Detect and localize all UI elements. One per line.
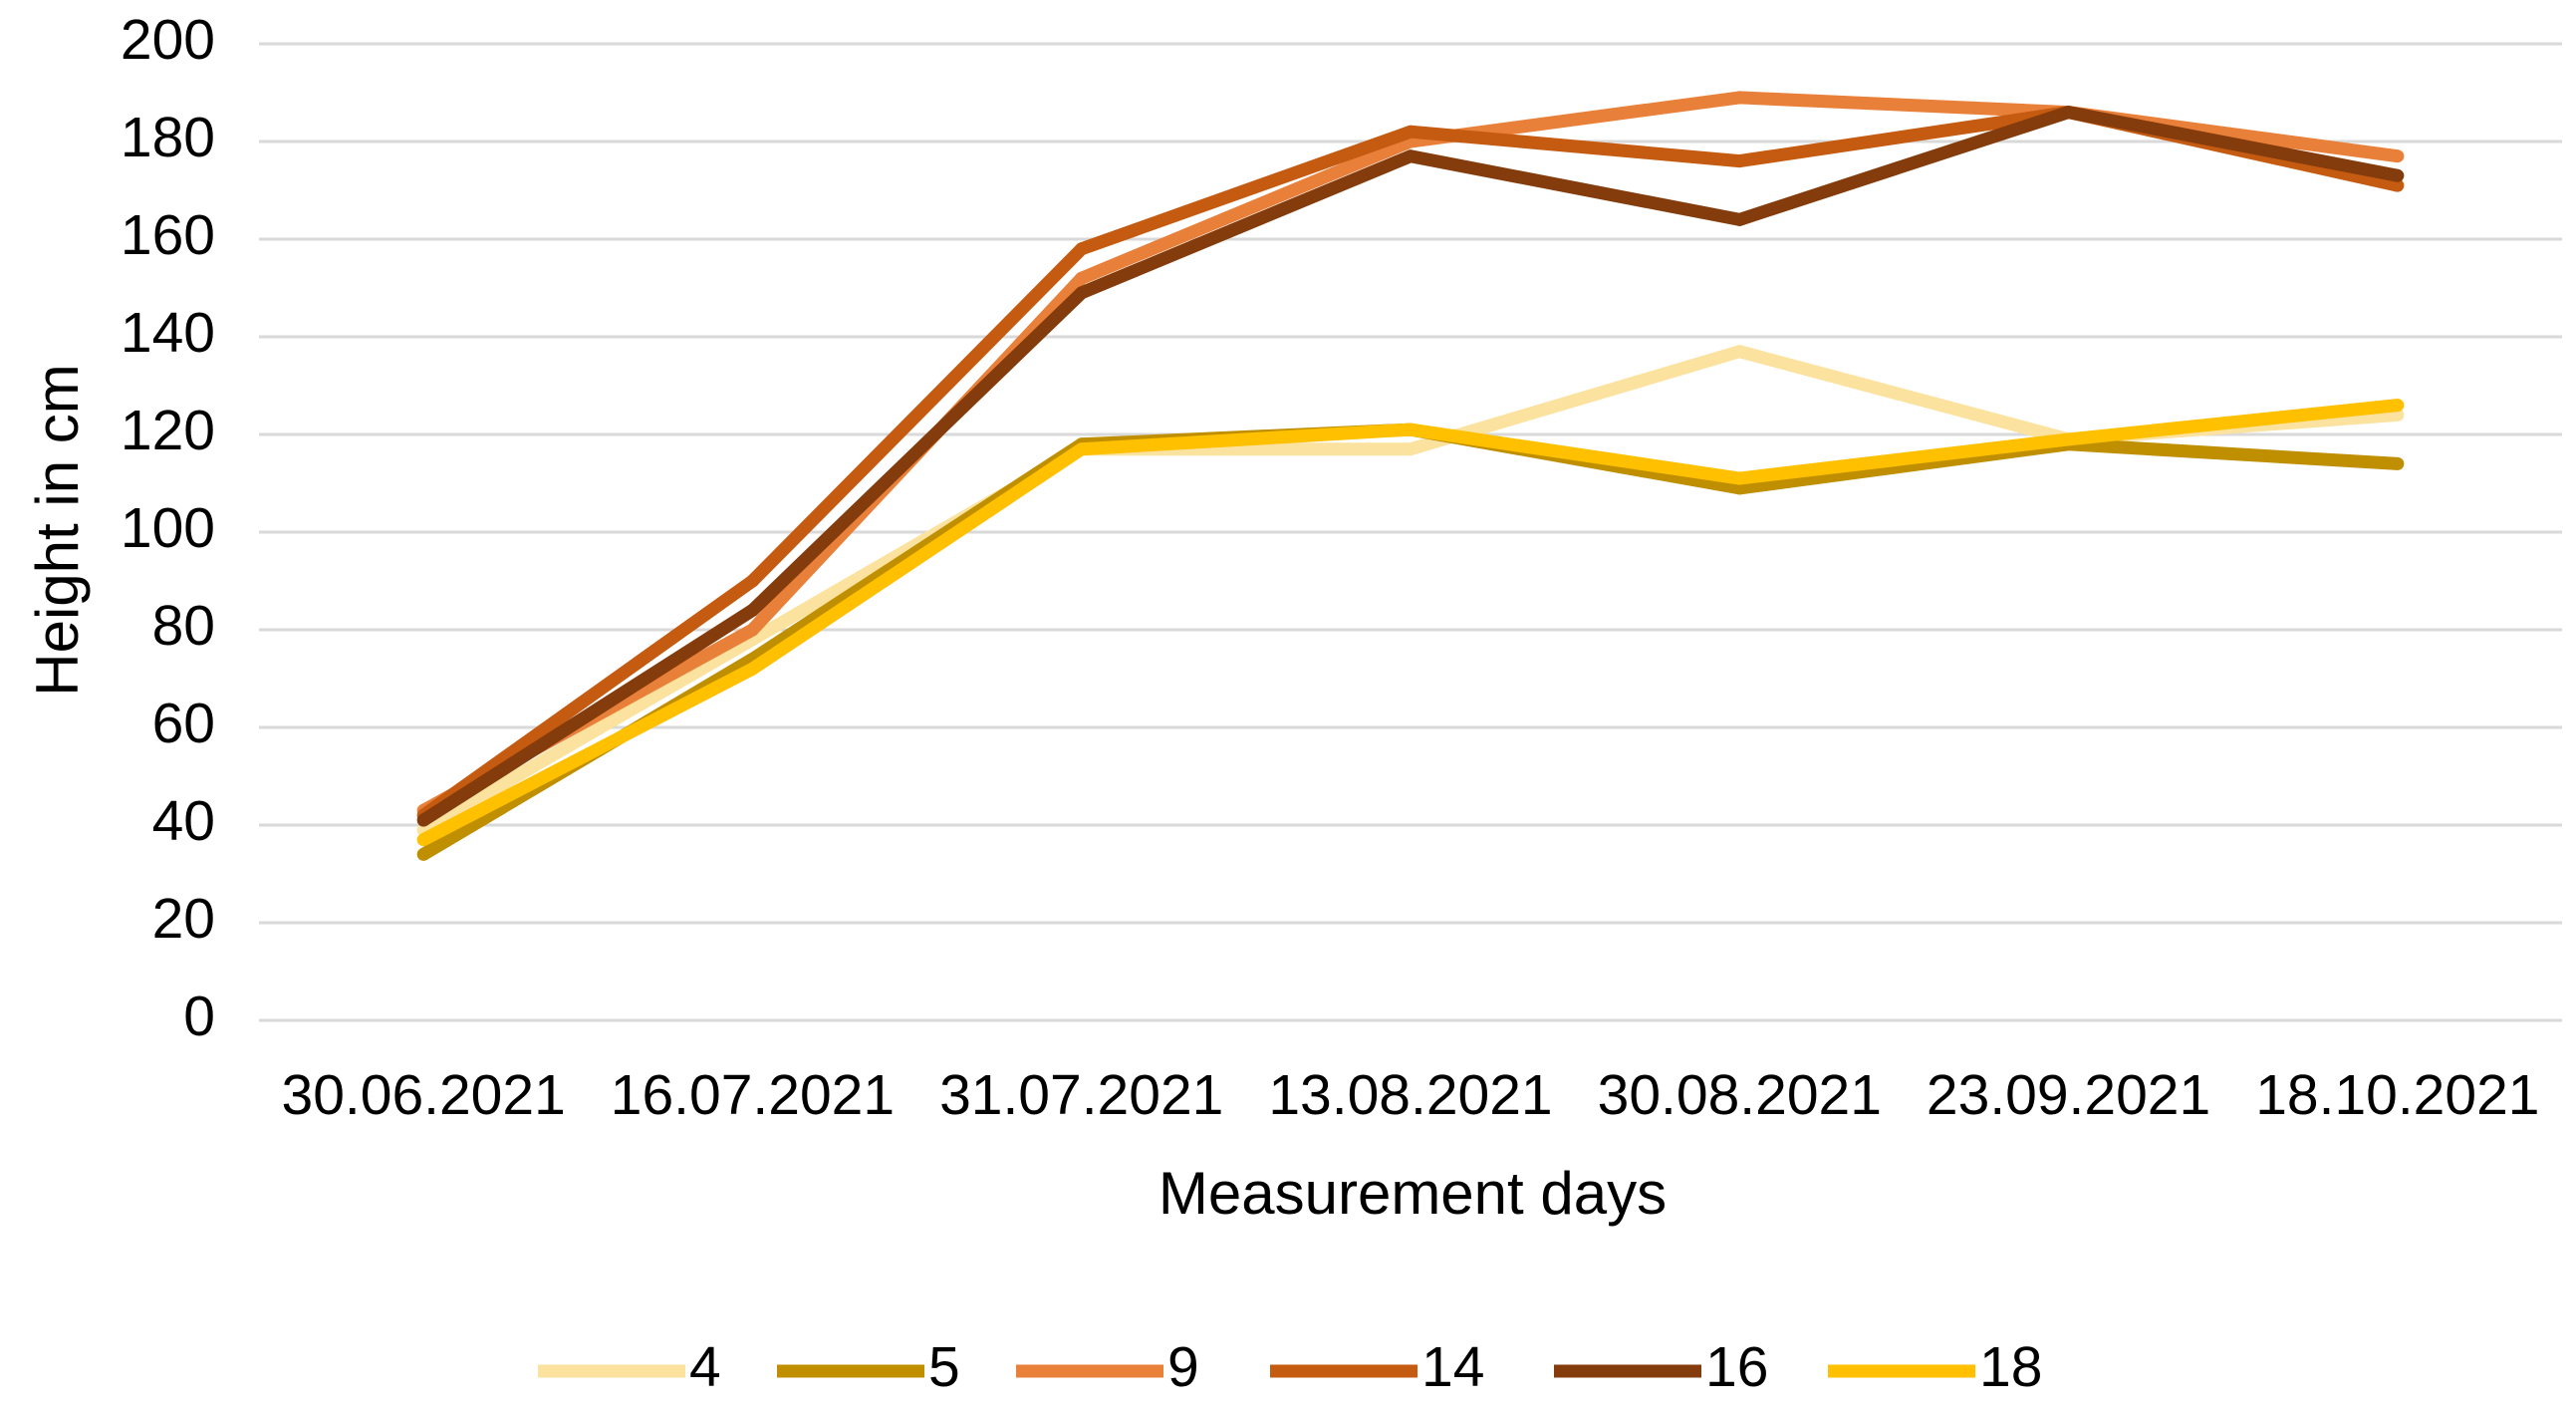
data-point-16: [1075, 286, 1089, 300]
series-line-14: [419, 106, 2400, 821]
data-point-5: [2391, 456, 2405, 470]
x-tick-label: 18.10.2021: [2255, 1063, 2539, 1127]
x-tick-label: 30.06.2021: [282, 1063, 566, 1127]
data-point-14: [2391, 178, 2405, 192]
data-point-18: [1732, 471, 1746, 485]
series-line-18: [420, 399, 2399, 846]
legend-label-14: 14: [1421, 1335, 1484, 1399]
y-tick-label: 180: [121, 106, 215, 169]
data-point-5: [1732, 481, 1746, 495]
data-point-16: [1404, 149, 1417, 163]
gridlines: [259, 42, 2562, 1022]
data-point-14: [745, 574, 759, 588]
y-tick-label: 40: [152, 789, 215, 853]
y-tick-label: 140: [121, 301, 215, 365]
data-point-9: [1732, 91, 1746, 105]
legend-label-18: 18: [1979, 1335, 2042, 1399]
data-point-5: [416, 847, 430, 861]
data-point-14: [1732, 154, 1746, 168]
data-point-18: [745, 662, 759, 676]
x-tick-label: 23.09.2021: [1927, 1063, 2210, 1127]
data-point-18: [2391, 399, 2405, 413]
legend-label-9: 9: [1167, 1335, 1199, 1399]
x-tick-label: 31.07.2021: [939, 1063, 1223, 1127]
x-tick-label: 30.08.2021: [1598, 1063, 1882, 1127]
data-point-4: [1732, 345, 1746, 359]
y-tick-label: 120: [121, 399, 215, 462]
data-point-9: [2391, 149, 2405, 163]
y-tick-label: 20: [152, 887, 215, 951]
y-tick-label: 200: [121, 8, 215, 72]
legend-label-4: 4: [689, 1335, 721, 1399]
legend-label-5: 5: [928, 1335, 960, 1399]
y-axis-label: Height in cm: [24, 364, 91, 696]
data-point-4: [1404, 442, 1417, 456]
y-tick-label: 160: [121, 203, 215, 267]
series-lines: [416, 91, 2405, 861]
x-tick-label: 13.08.2021: [1268, 1063, 1552, 1127]
y-tick-label: 80: [152, 594, 215, 658]
data-point-18: [416, 833, 430, 847]
y-tick-label: 60: [152, 692, 215, 755]
data-point-16: [2062, 106, 2076, 120]
data-point-9: [1075, 271, 1089, 285]
y-axis-ticks: 0 20 40 60 80 100 120 140 160 180 200: [121, 8, 215, 1048]
data-point-16: [745, 603, 759, 617]
data-point-14: [1404, 125, 1417, 139]
x-tick-label: 16.07.2021: [611, 1063, 895, 1127]
legend: 4 5 9 14 16 18: [538, 1335, 2042, 1399]
x-axis-ticks: 30.06.2021 16.07.2021 31.07.2021 13.08.2021…: [282, 1063, 2540, 1127]
series-line-16: [419, 106, 2400, 826]
data-point-18: [1404, 423, 1417, 436]
legend-label-16: 16: [1705, 1335, 1768, 1399]
data-point-9: [745, 623, 759, 637]
data-point-18: [1075, 442, 1089, 456]
data-point-18: [2062, 432, 2076, 446]
y-tick-label: 100: [121, 496, 215, 560]
data-point-14: [1075, 242, 1089, 256]
x-axis-label: Measurement days: [1159, 1160, 1667, 1227]
y-tick-label: 0: [183, 985, 215, 1048]
data-point-16: [2391, 168, 2405, 182]
data-point-16: [1732, 212, 1746, 226]
data-point-16: [416, 813, 430, 827]
